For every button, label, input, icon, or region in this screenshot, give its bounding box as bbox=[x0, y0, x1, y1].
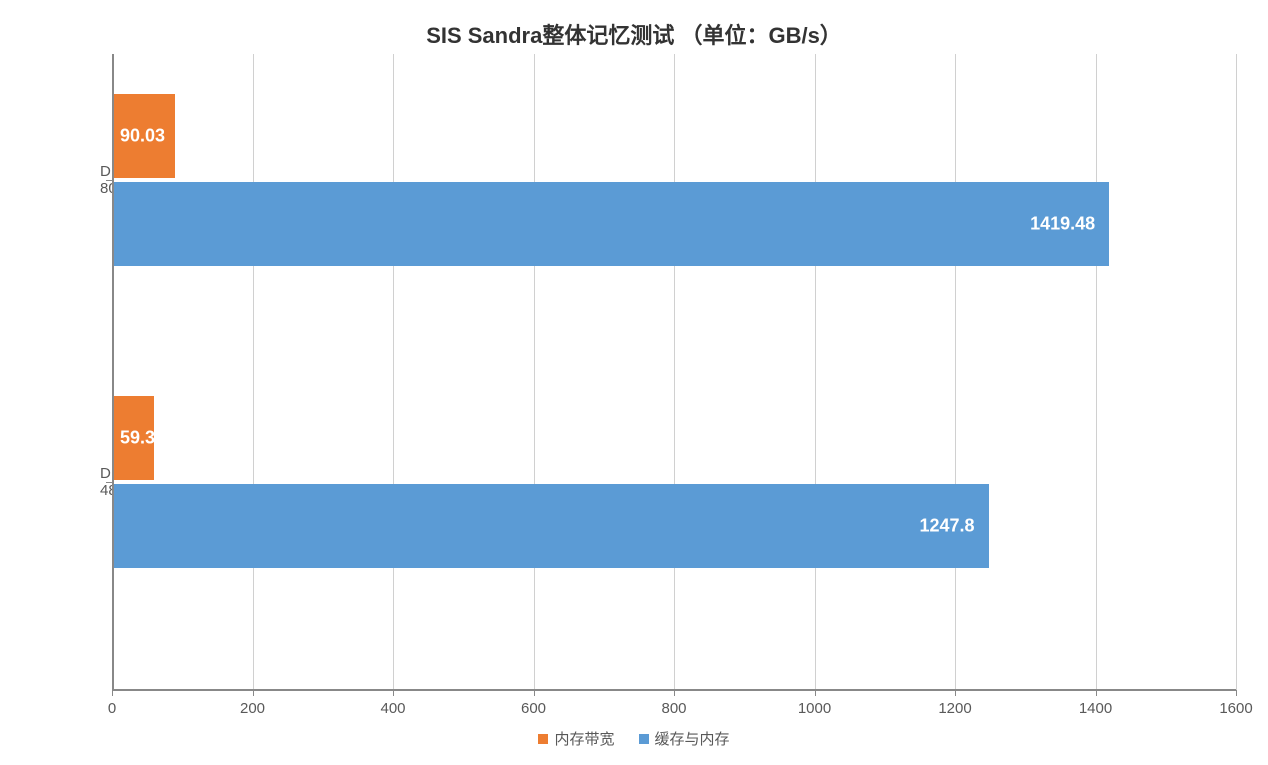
legend-item: 缓存与内存 bbox=[639, 728, 730, 749]
chart-title: SIS Sandra整体记忆测试 （单位：GB/s） bbox=[0, 18, 1268, 50]
legend-item: 内存带宽 bbox=[538, 728, 614, 749]
x-axis-line bbox=[112, 689, 1236, 691]
y-axis-line bbox=[112, 54, 114, 690]
bar-cache-memory bbox=[112, 484, 989, 568]
gridline bbox=[1236, 54, 1237, 690]
x-tick-label: 1200 bbox=[938, 700, 971, 717]
watermark-text: 中关村在线 bbox=[1109, 711, 1254, 751]
watermark: 中关村在线 bbox=[1075, 711, 1254, 751]
x-tick-label: 0 bbox=[108, 700, 116, 717]
gridline bbox=[955, 54, 956, 690]
legend-swatch bbox=[538, 734, 548, 744]
bar-value-label: 1419.48 bbox=[1030, 214, 1095, 235]
legend-swatch bbox=[639, 734, 649, 744]
gridline bbox=[815, 54, 816, 690]
watermark-icon bbox=[1075, 720, 1101, 742]
gridline bbox=[393, 54, 394, 690]
bar-value-label: 1247.8 bbox=[920, 516, 975, 537]
x-tick-label: 400 bbox=[380, 700, 405, 717]
bar-value-label: 59.31 bbox=[120, 428, 165, 449]
bar-value-label: 90.03 bbox=[120, 126, 165, 147]
x-tick-label: 800 bbox=[661, 700, 686, 717]
legend-label: 内存带宽 bbox=[554, 728, 614, 749]
x-tick-label: 600 bbox=[521, 700, 546, 717]
gridline bbox=[1096, 54, 1097, 690]
gridline bbox=[674, 54, 675, 690]
x-tick-label: 1000 bbox=[798, 700, 831, 717]
legend-label: 缓存与内存 bbox=[655, 728, 730, 749]
x-tick-label: 200 bbox=[240, 700, 265, 717]
gridline bbox=[534, 54, 535, 690]
plot-area: 02004006008001000120014001600DDR5-800090… bbox=[112, 54, 1236, 690]
gridline bbox=[253, 54, 254, 690]
bar-cache-memory bbox=[112, 182, 1109, 266]
x-tick-mark bbox=[1236, 690, 1237, 696]
